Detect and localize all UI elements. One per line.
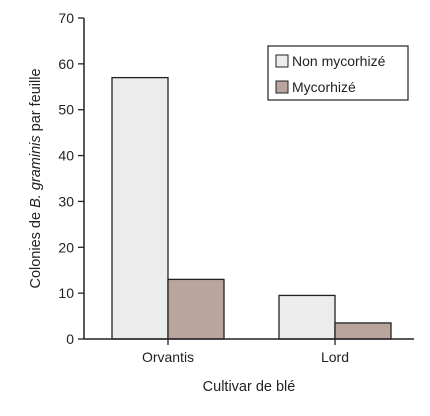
y-axis-title-prefix: Colonies de	[28, 208, 44, 289]
y-tick-label-60: 60	[58, 56, 74, 72]
y-tick-label-20: 20	[58, 239, 74, 255]
legend-label-mycorhize: Mycorhizé	[292, 79, 356, 95]
legend-swatch-non-mycorhize	[275, 54, 289, 68]
legend-box	[267, 45, 409, 101]
y-tick-label-50: 50	[58, 102, 74, 118]
y-axis-title-italic: B. graminis	[28, 135, 44, 208]
bar-orvantis-mycorhize	[167, 278, 225, 340]
bar-orvantis-non-mycorhize	[111, 76, 169, 340]
legend-swatch-mycorhize	[275, 80, 289, 94]
legend-label-non-mycorhize: Non mycorhizé	[292, 53, 386, 69]
y-axis-title: Colonies de B. graminis par feuille	[28, 68, 44, 288]
y-tick-label-10: 10	[58, 285, 74, 301]
y-tick-label-70: 70	[58, 10, 74, 26]
y-ticks: 0 10 20 30 40 50 60 70	[58, 10, 84, 347]
legend: Non mycorhizé Mycorhizé	[267, 45, 409, 101]
x-axis-title: Cultivar de blé	[203, 379, 296, 395]
y-tick-label-30: 30	[58, 193, 74, 209]
x-tick-label-lord: Lord	[321, 349, 349, 365]
x-tick-label-orvantis: Orvantis	[142, 349, 194, 365]
bar-lord-non-mycorhize	[278, 294, 336, 340]
x-ticks: Orvantis Lord	[142, 339, 349, 365]
bars-layer	[111, 76, 392, 340]
y-tick-label-40: 40	[58, 148, 74, 164]
y-axis-title-suffix: par feuille	[28, 68, 44, 135]
bar-lord-mycorhize	[334, 322, 392, 340]
axes-layer	[83, 18, 414, 340]
y-tick-label-0: 0	[66, 331, 74, 347]
